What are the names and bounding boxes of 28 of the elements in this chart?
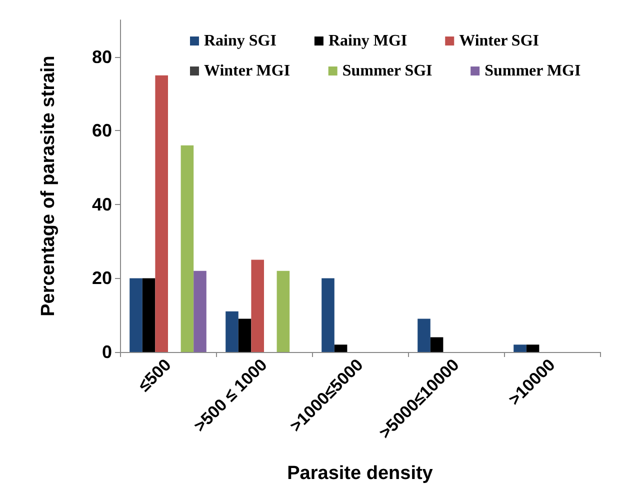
y-tick-label: 80 bbox=[92, 46, 112, 67]
bar bbox=[322, 278, 334, 352]
bar bbox=[130, 278, 142, 352]
bar bbox=[238, 318, 252, 352]
y-tick-label: 0 bbox=[102, 342, 112, 362]
legend-label: Summer MGI bbox=[484, 62, 605, 80]
bar bbox=[514, 344, 526, 352]
legend-label: Winter MGI bbox=[204, 62, 314, 80]
bar bbox=[194, 270, 206, 352]
y-axis-title: Percentage of parasite strain bbox=[38, 56, 59, 316]
bar bbox=[226, 311, 238, 352]
legend-label: Winter SGI bbox=[459, 32, 563, 50]
bar bbox=[180, 145, 194, 352]
legend-label: Rainy SGI bbox=[204, 32, 300, 50]
y-tick-label: 60 bbox=[92, 120, 112, 141]
bar bbox=[155, 75, 168, 352]
bar bbox=[526, 344, 540, 352]
bar bbox=[418, 318, 430, 352]
bar bbox=[430, 337, 444, 352]
bar bbox=[334, 344, 348, 352]
y-tick-label: 40 bbox=[92, 194, 112, 214]
legend-label: Rainy MGI bbox=[328, 32, 432, 50]
legend-label: Summer SGI bbox=[342, 62, 456, 80]
bar bbox=[251, 260, 264, 352]
x-axis-title: Parasite density bbox=[287, 463, 434, 484]
bar bbox=[142, 278, 156, 352]
y-tick-label: 20 bbox=[92, 268, 112, 288]
bar bbox=[276, 270, 290, 352]
